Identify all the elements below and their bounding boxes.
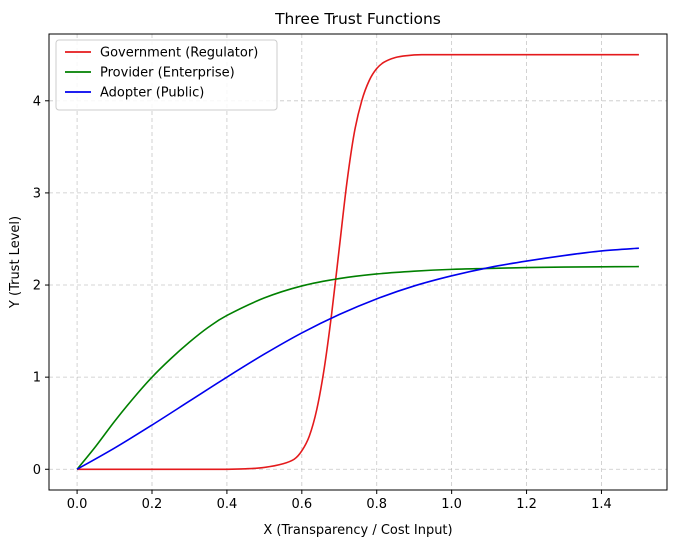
x-tick-label: 0.6 <box>291 497 312 512</box>
legend-box <box>55 39 278 111</box>
plot-frame <box>48 33 668 491</box>
x-tick-label: 1.4 <box>591 497 612 512</box>
series-line-adopter-public <box>76 247 639 470</box>
x-axis-label: X (Transparency / Cost Input) <box>263 523 452 538</box>
y-axis-label: Y (Trust Level) <box>8 216 23 309</box>
x-tick-label: 0.8 <box>366 497 387 512</box>
legend-label: Provider (Enterprise) <box>100 66 235 81</box>
grid-layer <box>49 34 667 490</box>
x-tick-label: 0.4 <box>217 497 238 512</box>
y-tick-label: 4 <box>33 94 41 109</box>
x-tick-label: 0.0 <box>67 497 88 512</box>
y-tick-label: 1 <box>33 371 41 386</box>
legend: Government (Regulator) Provider (Enterpri… <box>55 39 278 111</box>
y-tick-label: 2 <box>33 279 41 294</box>
series-line-government-regulator <box>77 53 639 471</box>
legend-label: Adopter (Public) <box>100 86 204 101</box>
tick-layer: 0.0 0.2 0.4 0.6 0.8 1.0 1.2 1.4 0 1 2 3 4 <box>33 94 612 512</box>
x-tick-label: 1.2 <box>516 497 537 512</box>
y-tick-label: 0 <box>33 463 41 478</box>
x-tick-label: 1.0 <box>441 497 462 512</box>
x-tick-label: 0.2 <box>142 497 163 512</box>
chart-title: Three Trust Functions <box>274 10 441 28</box>
legend-label: Government (Regulator) <box>100 46 258 61</box>
series-line-provider-enterprise <box>76 265 639 470</box>
series-layer <box>76 53 639 471</box>
y-tick-label: 3 <box>33 186 41 201</box>
